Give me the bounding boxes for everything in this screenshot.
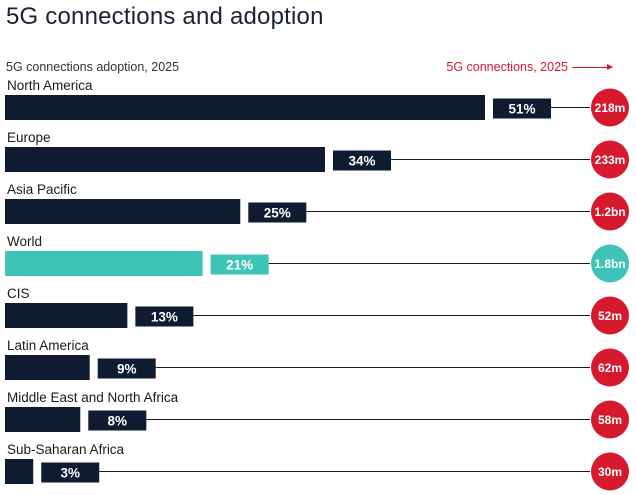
arrow-right-icon: [572, 64, 613, 70]
adoption-bar: [5, 459, 34, 484]
category-label: Latin America: [7, 338, 89, 353]
adoption-value-label: 8%: [108, 414, 128, 429]
connections-circle: [591, 244, 629, 283]
category-label: Sub-Saharan Africa: [7, 442, 125, 457]
adoption-value-box: [97, 358, 156, 379]
adoption-bar: [5, 355, 90, 380]
adoption-bar: [5, 199, 241, 224]
adoption-value-box: [88, 410, 147, 431]
adoption-value-label: 3%: [60, 466, 80, 481]
adoption-value-label: 25%: [264, 206, 291, 221]
connections-value-label: 52m: [598, 309, 622, 323]
category-label: Asia Pacific: [7, 182, 77, 197]
adoption-bar: [5, 407, 81, 432]
connections-circle: [591, 140, 629, 179]
adoption-bar: [5, 251, 203, 276]
connections-circle: [591, 192, 629, 231]
adoption-value-box: [135, 306, 194, 327]
adoption-value-box: [210, 254, 269, 275]
connections-value-label: 62m: [598, 361, 622, 375]
category-label: CIS: [7, 286, 30, 301]
adoption-value-box: [248, 202, 307, 223]
adoption-value-label: 13%: [151, 310, 178, 325]
connections-series-label: 5G connections, 2025: [446, 60, 568, 74]
connections-value-label: 1.8bn: [594, 257, 625, 271]
category-label: North America: [7, 78, 93, 93]
connections-circle: [591, 452, 629, 491]
adoption-value-label: 9%: [117, 362, 137, 377]
connections-circle: [591, 400, 629, 439]
adoption-bar: [5, 95, 485, 120]
adoption-value-label: 21%: [226, 258, 253, 273]
adoption-bar: [5, 303, 128, 328]
adoption-value-box: [333, 150, 391, 171]
connections-circle: [591, 88, 629, 127]
connections-circle: [591, 296, 629, 335]
category-label: World: [7, 234, 42, 249]
adoption-value-box: [41, 462, 100, 483]
connections-value-label: 1.2bn: [594, 205, 625, 219]
connections-value-label: 233m: [595, 153, 626, 167]
connections-value-label: 58m: [598, 413, 622, 427]
adoption-series-label: 5G connections adoption, 2025: [6, 60, 180, 74]
connections-value-label: 218m: [595, 101, 626, 115]
adoption-bar: [5, 147, 325, 172]
page-title: 5G connections and adoption: [6, 3, 324, 30]
category-label: Middle East and North Africa: [7, 390, 179, 405]
adoption-value-label: 51%: [508, 102, 535, 117]
adoption-value-box: [493, 98, 551, 119]
connections-circle: [591, 348, 629, 387]
connections-value-label: 30m: [598, 465, 622, 479]
adoption-value-label: 34%: [348, 154, 375, 169]
category-label: Europe: [7, 130, 51, 145]
